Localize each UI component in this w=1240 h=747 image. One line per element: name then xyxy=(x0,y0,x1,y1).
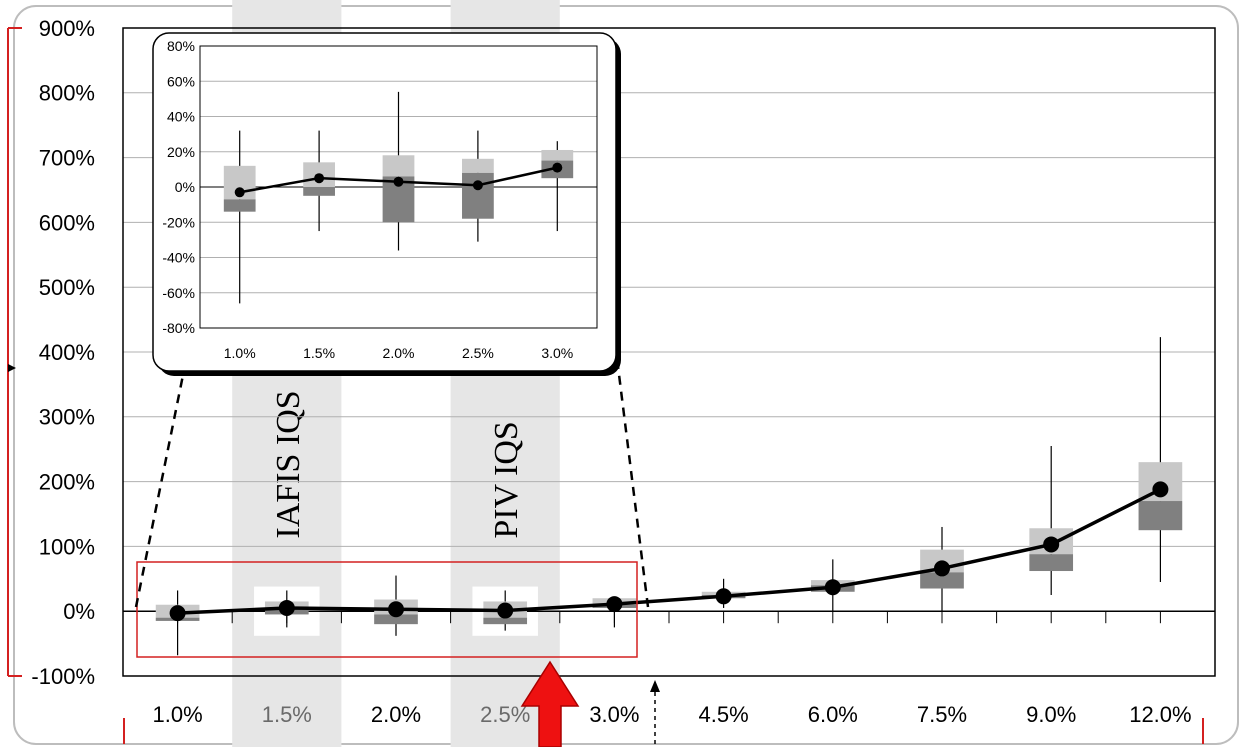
mean-point xyxy=(1152,481,1169,498)
x-tick-label: 12.0% xyxy=(1129,702,1191,727)
y-tick-label: 20% xyxy=(167,144,195,160)
x-tick-label: 1.0% xyxy=(153,702,203,727)
y-tick-label: 60% xyxy=(167,73,195,89)
y-tick-label: 700% xyxy=(39,146,95,171)
y-tick-label: -80% xyxy=(162,320,195,336)
x-tick-label: 4.5% xyxy=(699,702,749,727)
mean-line xyxy=(177,487,1162,615)
x-tick-label: 3.0% xyxy=(589,702,639,727)
y-tick-label: 100% xyxy=(39,534,95,559)
x-tick-label: 2.5% xyxy=(462,345,494,361)
box-lower xyxy=(920,572,964,589)
box-lower xyxy=(462,172,494,219)
box-upper xyxy=(541,149,574,161)
mean-point xyxy=(278,599,295,616)
mean-point xyxy=(824,579,841,596)
mean-point xyxy=(472,180,483,191)
inset-y-tick-labels: 80% 60% 40% 20% 0% -20% -40% -60% -80% xyxy=(162,38,195,336)
mean-point xyxy=(169,605,186,622)
y-tick-label: -20% xyxy=(162,214,195,230)
y-tick-label: 600% xyxy=(39,210,95,235)
zoom-highlight-box xyxy=(136,561,638,658)
y-tick-label: 800% xyxy=(39,81,95,106)
x-tick-label: 2.0% xyxy=(371,702,421,727)
band-label: IAFIS IQS xyxy=(270,390,307,538)
main-mean-line xyxy=(169,481,1169,622)
inset-mean-line xyxy=(234,162,563,198)
y-tick-label: 0% xyxy=(63,599,95,624)
mean-point xyxy=(497,602,514,619)
zoom-connector-right xyxy=(590,157,650,608)
main-plot-area xyxy=(122,27,1216,677)
main-y-tick-labels: 900% 800% 700% 600% 500% 400% 300% 200% 100% 0% -1… xyxy=(31,16,95,689)
y-tick-label: 400% xyxy=(39,340,95,365)
x-tick-label: 9.0% xyxy=(1026,702,1076,727)
x-tick-label: 1.5% xyxy=(262,702,312,727)
mean-point xyxy=(393,176,404,187)
mean-point xyxy=(606,596,623,613)
y-tick-label: -40% xyxy=(162,250,195,266)
y-tick-label: 40% xyxy=(167,109,195,125)
x-tick-label: 7.5% xyxy=(917,702,967,727)
y-tick-label: 0% xyxy=(175,179,195,195)
x-tick-label: 3.0% xyxy=(541,345,573,361)
mean-point xyxy=(715,588,732,605)
box-upper xyxy=(382,155,415,177)
x-tick-label: 6.0% xyxy=(808,702,858,727)
y-tick-label: 80% xyxy=(167,38,195,54)
y-tick-label: -100% xyxy=(31,664,95,689)
y-range-bracket xyxy=(7,27,22,677)
main-x-tick-labels: 1.0% 1.5% 2.0% 2.5% 3.0% 4.5% 6.0% 7.5% 9.0% 12.0… xyxy=(153,702,1192,727)
mean-point xyxy=(388,601,404,618)
threshold-arrow-red xyxy=(520,660,580,747)
y-tick-label: 900% xyxy=(39,16,95,41)
mean-point xyxy=(1043,536,1060,553)
mean-point xyxy=(314,173,325,184)
box-lower xyxy=(483,617,528,625)
box-upper xyxy=(462,158,494,173)
y-tick-label: 200% xyxy=(39,470,95,495)
box-lower xyxy=(1138,501,1183,531)
x-tick-label: 1.5% xyxy=(303,345,335,361)
inset-chart: 80% 60% 40% 20% 0% -20% -40% -60% -80% 1.0% 1.5% 2… xyxy=(152,32,621,376)
x-tick-label: 1.0% xyxy=(224,345,256,361)
inset-x-tick-labels: 1.0% 1.5% 2.0% 2.5% 3.0% xyxy=(224,345,574,361)
x-tick-label: 2.0% xyxy=(383,345,415,361)
mean-point xyxy=(552,162,563,173)
threshold-arrow-dashed xyxy=(650,680,660,744)
y-tick-label: -60% xyxy=(162,285,195,301)
mean-point xyxy=(934,560,950,577)
box-lower xyxy=(1029,554,1074,572)
box-lower xyxy=(223,199,256,212)
box-lower xyxy=(303,187,335,196)
y-tick-label: 500% xyxy=(39,275,95,300)
band-label: PIV IQS xyxy=(488,421,525,538)
box-lower xyxy=(374,614,418,625)
mean-point xyxy=(234,187,245,198)
y-tick-label: 300% xyxy=(39,405,95,430)
